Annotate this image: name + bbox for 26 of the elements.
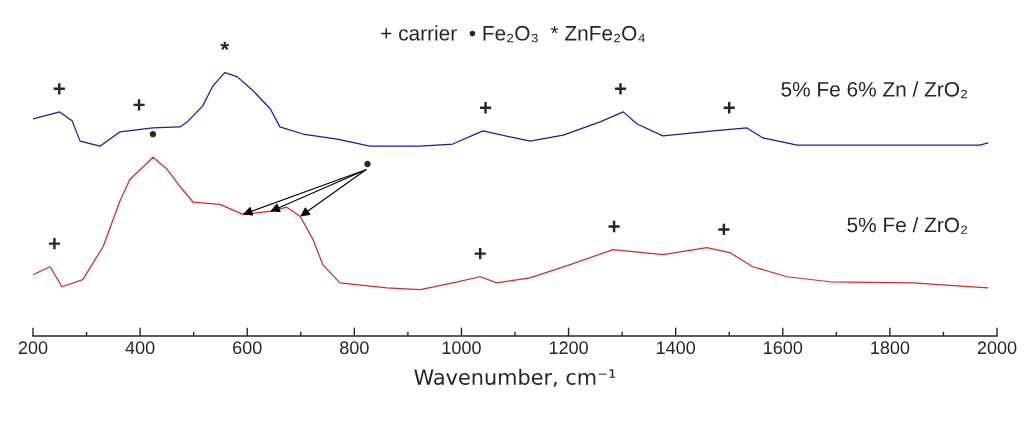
annotation: • <box>364 160 371 168</box>
annotation: + <box>608 220 620 233</box>
x-tick-label: 1600 <box>764 341 803 355</box>
x-tick-label: 2000 <box>977 341 1017 355</box>
annotation: * <box>220 41 230 50</box>
annotation: + <box>53 83 65 95</box>
x-tick-label: 1200 <box>549 341 588 355</box>
annotation: + <box>614 83 627 95</box>
chart-title: + carrier • Fe₂O₃ * ZnFe₂O₄ <box>381 25 646 43</box>
text: 5% Fe / ZrO₂ <box>847 216 968 234</box>
annotation: • <box>149 130 157 138</box>
annotation: + <box>48 237 61 250</box>
x-tick-label: 200 <box>18 341 48 355</box>
text: 5% Fe 6% Zn / ZrO₂ <box>781 81 968 99</box>
x-axis-title: Wavenumber, cm⁻¹ <box>414 368 616 388</box>
x-tick-label: 600 <box>233 341 262 355</box>
x-tick-label: 1800 <box>871 341 910 355</box>
annotation: + <box>718 223 730 236</box>
annotation: + <box>474 248 486 260</box>
x-tick-label: 800 <box>340 341 369 355</box>
annotation: + <box>479 102 492 114</box>
annotation: + <box>723 102 735 114</box>
x-tick-label: 1400 <box>656 341 696 355</box>
x-tick-label: 1000 <box>442 341 481 355</box>
annotation: + <box>133 99 145 111</box>
x-tick-label: 400 <box>125 341 155 355</box>
